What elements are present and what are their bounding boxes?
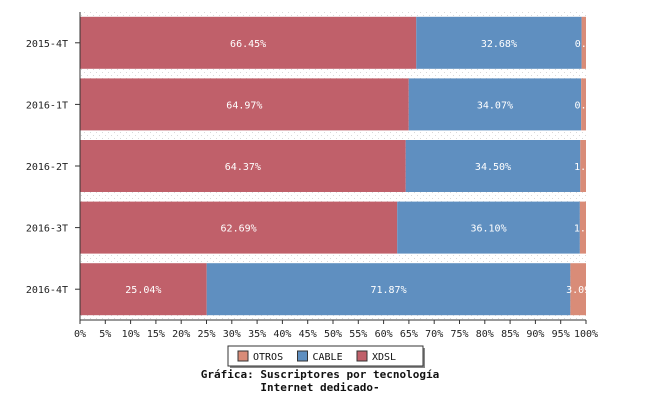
legend-swatch-cable (297, 350, 308, 362)
x-tick-label: 20% (172, 329, 190, 340)
bar-cable-2016-4t (206, 263, 571, 316)
bar-otros-2015-4t (581, 16, 586, 69)
bar-otros-2016-4t (570, 263, 586, 316)
x-tick-label: 65% (400, 329, 418, 340)
data-label-otros-2016-2t: 1.1 (574, 162, 592, 173)
chart-subtitle: Internet dedicado- (260, 381, 379, 394)
legend: OTROS CABLE XDSL (227, 345, 425, 368)
bar-otros-2016-1t (581, 78, 586, 131)
bar-otros-2016-2t (580, 140, 586, 192)
legend-label-cable: CABLE (313, 352, 343, 363)
x-tick-label: 60% (375, 329, 393, 340)
x-tick-label: 45% (299, 329, 317, 340)
data-label-xdsl-2016-4t: 25.04% (125, 285, 161, 296)
data-label-otros-2016-4t: 3.09 (566, 285, 590, 296)
x-tick-label: 15% (147, 329, 165, 340)
category-label-2015-4t: 2015-4T (26, 39, 68, 50)
category-label-2016-3t: 2016-3T (26, 224, 68, 235)
bars-layer: 66.45% 32.68% 0.8 64.97% 34.07% 0.9 64.37% 34.5… (80, 16, 593, 316)
x-tick-label: 40% (273, 329, 291, 340)
bar-cable-2016-2t (405, 140, 581, 192)
bar-xdsl-2016-1t (80, 78, 409, 131)
data-label-xdsl-2015-4t: 66.45% (230, 39, 266, 50)
legend-label-xdsl: XDSL (372, 352, 396, 363)
x-tick-label: 25% (197, 329, 215, 340)
x-tick-label: 75% (450, 329, 468, 340)
data-label-xdsl-2016-1t: 64.97% (226, 100, 262, 111)
x-tick-label: 100% (574, 329, 598, 340)
legend-swatch-xdsl (356, 350, 368, 362)
data-label-otros-2015-4t: 0.8 (575, 39, 593, 50)
bar-xdsl-2016-4t (80, 263, 207, 316)
x-tick-label: 85% (501, 329, 519, 340)
legend-swatch-otros (237, 350, 249, 362)
x-tick-label: 95% (552, 329, 570, 340)
bar-otros-2016-3t (579, 201, 586, 254)
data-label-cable-2016-1t: 34.07% (477, 100, 513, 111)
data-label-cable-2016-3t: 36.10% (470, 224, 506, 235)
bar-xdsl-2016-3t (80, 201, 398, 254)
x-axis: 0% 5% 10% 15% 20% 25% 30% 35% 40% 45% 50% 55% 60% 65%… (74, 12, 598, 340)
bar-xdsl-2016-2t (80, 140, 406, 192)
category-label-2016-1t: 2016-1T (26, 100, 68, 111)
bar-xdsl-2015-4t (80, 16, 417, 69)
x-tick-label: 5% (99, 329, 111, 340)
x-tick-label: 55% (349, 329, 367, 340)
bar-cable-2016-1t (408, 78, 582, 131)
x-tick-label: 35% (248, 329, 266, 340)
legend-label-otros: OTROS (253, 352, 283, 363)
bar-cable-2015-4t (416, 16, 582, 69)
data-label-cable-2016-4t: 71.87% (370, 285, 406, 296)
x-tick-label: 70% (425, 329, 443, 340)
category-label-2016-4t: 2016-4T (26, 285, 68, 296)
category-labels: 2015-4T 2016-1T 2016-2T 2016-3T 2016-4T (26, 39, 80, 296)
data-label-cable-2015-4t: 32.68% (481, 39, 517, 50)
data-label-cable-2016-2t: 34.50% (475, 162, 511, 173)
legend-box (227, 345, 424, 367)
x-tick-label: 90% (526, 329, 544, 340)
category-label-2016-2t: 2016-2T (26, 162, 68, 173)
chart-title: Gráfica: Suscriptores por tecnología (201, 368, 439, 381)
data-label-xdsl-2016-2t: 64.37% (225, 162, 261, 173)
bar-cable-2016-3t (397, 201, 580, 254)
x-tick-label: 10% (122, 329, 140, 340)
data-label-xdsl-2016-3t: 62.69% (221, 224, 257, 235)
x-tick-label: 30% (223, 329, 241, 340)
x-tick-label: 50% (324, 329, 342, 340)
data-label-otros-2016-1t: 0.9 (575, 100, 593, 111)
x-tick-label: 80% (476, 329, 494, 340)
data-label-otros-2016-3t: 1.2 (574, 224, 592, 235)
x-tick-label: 0% (74, 329, 86, 340)
